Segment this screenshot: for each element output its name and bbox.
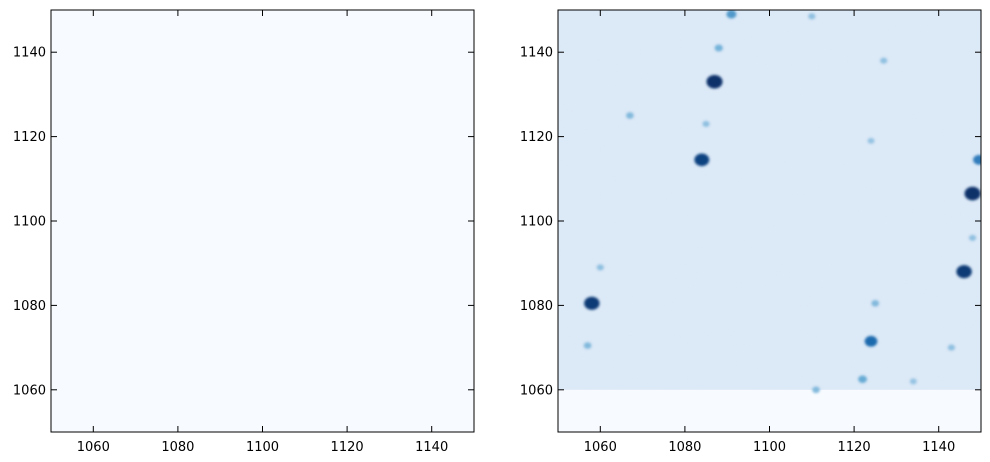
x-tick-label: 1120 (838, 440, 871, 455)
heatmap-feature (909, 378, 917, 385)
heatmap-feature (871, 299, 880, 307)
heatmap-feature (706, 74, 723, 89)
y-tick-label: 1120 (520, 130, 553, 145)
y-tick-label: 1080 (520, 299, 553, 314)
right-heatmap-noise (558, 10, 981, 390)
y-tick-label: 1140 (520, 46, 553, 61)
y-tick-label: 1060 (13, 383, 46, 398)
heatmap-feature (956, 265, 972, 279)
heatmap-feature (808, 13, 816, 20)
heatmap-feature (626, 112, 634, 119)
heatmap-feature (714, 44, 723, 52)
left-x-axis-ticks: 1060 1080 1100 1120 1140 (77, 10, 448, 455)
left-y-axis-ticks: 1060 1080 1100 1120 1140 (13, 46, 474, 398)
right-heatmap-panel: 1060 1080 1100 1120 1140 1060 1080 1100 1120 114… (520, 9, 982, 455)
right-y-axis-ticks: 1060 1080 1100 1120 1140 (520, 46, 981, 398)
heatmap-feature (864, 335, 878, 347)
x-tick-label: 1060 (584, 440, 617, 455)
heatmap-feature (596, 264, 604, 271)
heatmap-feature (968, 234, 977, 241)
x-tick-label: 1100 (753, 440, 786, 455)
y-tick-label: 1140 (13, 46, 46, 61)
x-tick-label: 1140 (922, 440, 955, 455)
heatmap-feature (812, 386, 820, 394)
x-tick-label: 1140 (415, 440, 448, 455)
x-tick-label: 1080 (161, 440, 194, 455)
x-tick-label: 1100 (246, 440, 279, 455)
heatmap-feature (964, 186, 981, 201)
right-x-axis-ticks: 1060 1080 1100 1120 1140 (584, 10, 955, 455)
heatmap-feature (858, 375, 867, 384)
heatmap-feature (702, 120, 710, 128)
x-tick-label: 1080 (668, 440, 701, 455)
left-heatmap-image (51, 10, 474, 432)
heatmap-feature (694, 153, 710, 167)
heatmap-feature (880, 57, 888, 64)
heatmap-feature (973, 154, 981, 165)
heatmap-feature (867, 137, 875, 144)
y-tick-label: 1100 (520, 215, 553, 230)
left-heatmap-panel: 1060 1080 1100 1120 1140 1060 1080 1100 1120 114… (13, 9, 475, 455)
heatmap-feature (583, 342, 592, 349)
y-tick-label: 1120 (13, 130, 46, 145)
x-tick-label: 1060 (77, 440, 110, 455)
heatmap-feature (726, 10, 737, 19)
x-tick-label: 1120 (331, 440, 364, 455)
heatmap-feature (947, 344, 955, 351)
y-tick-label: 1060 (520, 383, 553, 398)
y-tick-label: 1080 (13, 299, 46, 314)
y-tick-label: 1100 (13, 215, 46, 230)
heatmap-feature (584, 296, 600, 310)
right-heatmap-features (583, 10, 981, 394)
right-empty-band (558, 389, 981, 432)
